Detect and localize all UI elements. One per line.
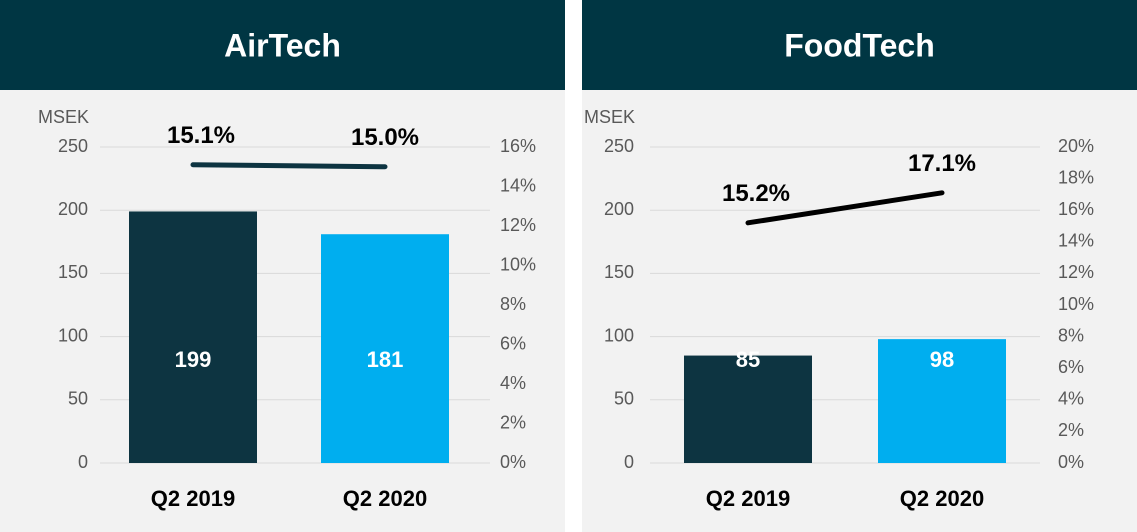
y-tick-label: 150 — [604, 262, 634, 282]
y-tick-label: 250 — [604, 136, 634, 156]
bar-value-label: 181 — [367, 347, 404, 372]
y-tick-label: 200 — [604, 199, 634, 219]
chart-title: FoodTech — [784, 27, 935, 63]
y2-tick-label: 0% — [500, 452, 526, 472]
y2-tick-label: 8% — [1058, 325, 1084, 345]
x-tick-label: Q2 2020 — [343, 486, 427, 511]
y2-tick-label: 12% — [1058, 262, 1094, 282]
y2-tick-label: 4% — [500, 373, 526, 393]
y2-tick-label: 8% — [500, 294, 526, 314]
y-tick-label: 200 — [58, 199, 88, 219]
y2-tick-label: 20% — [1058, 136, 1094, 156]
bar-value-label: 85 — [736, 347, 760, 372]
y2-tick-label: 14% — [500, 175, 536, 195]
y2-tick-label: 10% — [1058, 294, 1094, 314]
panel-header — [0, 0, 565, 90]
y-tick-label: 50 — [614, 389, 634, 409]
bar — [684, 355, 812, 463]
chart-panel: AirTech MSEK 0 50 100 150 200 250 0% 2% 4% 6% 8% 10% 1… — [0, 0, 565, 532]
y-axis-label: MSEK — [38, 107, 89, 127]
y-tick-label: 150 — [58, 262, 88, 282]
x-tick-label: Q2 2020 — [900, 486, 984, 511]
line-value-label: 15.1% — [167, 122, 235, 149]
chart-title: AirTech — [224, 27, 341, 63]
y2-tick-label: 2% — [1058, 420, 1084, 440]
y2-tick-label: 2% — [500, 412, 526, 432]
y-tick-label: 50 — [68, 389, 88, 409]
y2-tick-label: 16% — [500, 136, 536, 156]
y-tick-label: 100 — [604, 325, 634, 345]
line-value-label: 15.2% — [722, 180, 790, 207]
bar-value-label: 199 — [175, 347, 212, 372]
y2-tick-label: 0% — [1058, 452, 1084, 472]
line-value-label: 17.1% — [908, 150, 976, 177]
line-value-label: 15.0% — [351, 124, 419, 151]
y-axis-label: MSEK — [584, 107, 635, 127]
x-tick-label: Q2 2019 — [151, 486, 235, 511]
y2-tick-label: 6% — [1058, 357, 1084, 377]
y2-tick-label: 10% — [500, 254, 536, 274]
panel-background — [582, 90, 1137, 532]
y2-tick-label: 4% — [1058, 389, 1084, 409]
y2-tick-label: 12% — [500, 215, 536, 235]
bar-value-label: 98 — [930, 347, 954, 372]
y2-tick-label: 14% — [1058, 231, 1094, 251]
bar — [321, 234, 449, 463]
panel-header — [582, 0, 1137, 90]
y-tick-label: 100 — [58, 325, 88, 345]
y2-tick-label: 6% — [500, 333, 526, 353]
bar — [878, 339, 1006, 463]
y-tick-label: 0 — [78, 452, 88, 472]
y2-tick-label: 16% — [1058, 199, 1094, 219]
line — [745, 190, 945, 226]
y2-tick-label: 18% — [1058, 167, 1094, 187]
y-tick-label: 250 — [58, 136, 88, 156]
line — [190, 162, 388, 170]
chart-panel: FoodTech MSEK 0 50 100 150 200 250 0% 2% 4% 6% 8% 10%… — [582, 0, 1137, 532]
y-tick-label: 0 — [624, 452, 634, 472]
x-tick-label: Q2 2019 — [706, 486, 790, 511]
bar — [129, 211, 257, 463]
